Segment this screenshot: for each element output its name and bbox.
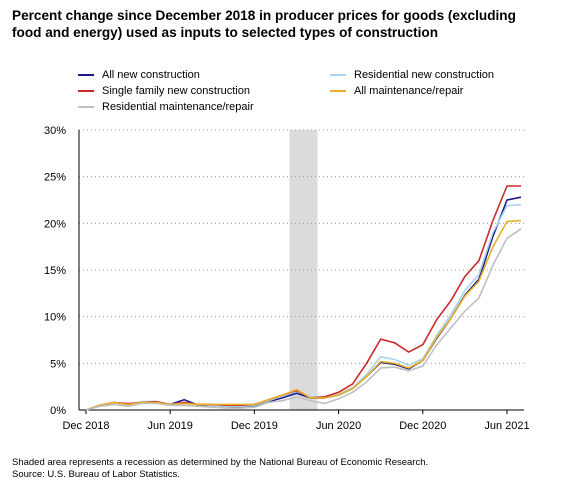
y-tick-label: 15%: [44, 265, 66, 277]
legend-label: Residential maintenance/repair: [102, 101, 254, 113]
line-chart: 0% 5% 10% 15% 20% 25% 30% Dec 2018 Jun 2019 Dec 2…: [44, 125, 530, 432]
legend-item-single-family-new-construction: Single family new construction: [78, 85, 250, 97]
y-tick-label: 20%: [44, 218, 66, 230]
footnote: Shaded area represents a recession as de…: [12, 457, 428, 481]
legend-swatch: [78, 106, 94, 108]
chart-title: Percent change since December 2018 in pr…: [12, 8, 516, 40]
y-tick-label: 5%: [50, 358, 66, 370]
y-tick-label: 0%: [50, 405, 66, 417]
y-tick-label: 25%: [44, 172, 66, 184]
legend-swatch: [78, 74, 94, 76]
y-tick-label: 10%: [44, 312, 66, 324]
series-line-residential-maintenance-repair: [85, 228, 522, 411]
legend-label: All new construction: [102, 69, 200, 81]
footnote-recession-note: Shaded area represents a recession as de…: [12, 457, 429, 468]
legend-swatch: [330, 90, 346, 92]
y-tick-label: 30%: [44, 125, 66, 137]
x-tick-label: Dec 2018: [62, 420, 109, 432]
legend-swatch: [330, 74, 346, 76]
footnote-source: Source: U.S. Bureau of Labor Statistics.: [12, 469, 180, 480]
legend-item-residential-new-construction: Residential new construction: [330, 69, 494, 81]
x-tick-label: Dec 2019: [231, 420, 278, 432]
x-tick-label: Jun 2019: [148, 420, 193, 432]
legend-item-all-maintenance-repair: All maintenance/repair: [330, 85, 463, 97]
legend-swatch: [78, 90, 94, 92]
legend-label: All maintenance/repair: [354, 85, 464, 97]
x-tick-label: Jun 2020: [316, 420, 361, 432]
legend-item-all-new-construction: All new construction: [78, 69, 200, 81]
legend-item-residential-maintenance-repair: Residential maintenance/repair: [78, 101, 254, 113]
legend-label: Residential new construction: [354, 69, 495, 81]
x-tick-label: Jun 2021: [484, 420, 529, 432]
x-tick-label: Dec 2020: [399, 420, 446, 432]
legend-label: Single family new construction: [102, 85, 250, 97]
series-line-all-maintenance-repair: [85, 219, 522, 411]
